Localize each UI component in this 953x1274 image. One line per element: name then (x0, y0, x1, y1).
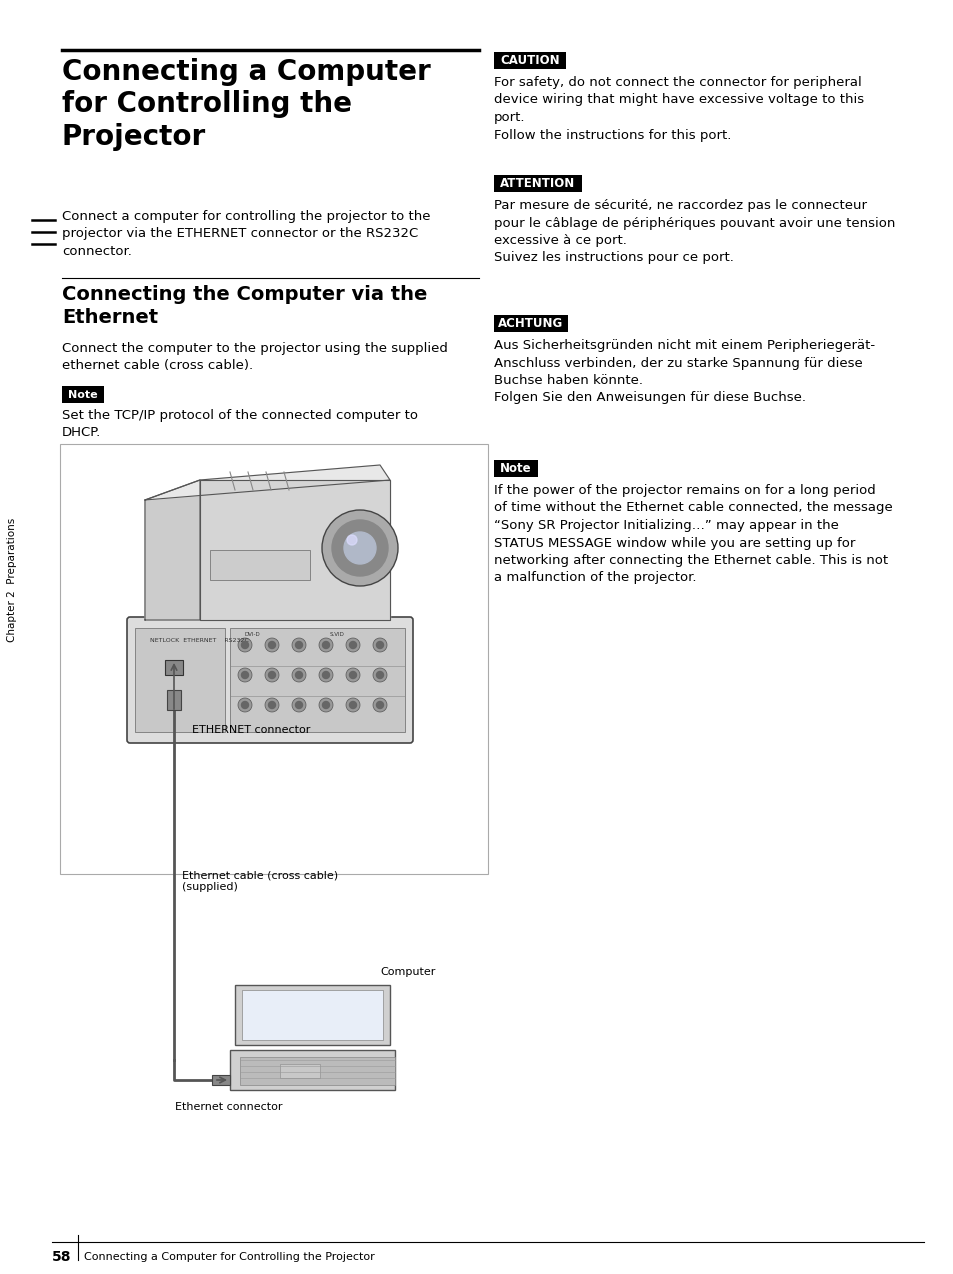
Bar (494, 460, 537, 476)
Circle shape (265, 638, 278, 652)
Circle shape (332, 520, 388, 576)
Circle shape (295, 702, 302, 708)
Circle shape (322, 510, 397, 586)
FancyBboxPatch shape (127, 617, 413, 743)
Circle shape (292, 668, 306, 682)
Circle shape (237, 638, 252, 652)
Text: Connect a computer for controlling the projector to the
projector via the ETHERN: Connect a computer for controlling the p… (62, 210, 430, 259)
Circle shape (268, 671, 275, 679)
Circle shape (268, 702, 275, 708)
Bar (62, 386, 104, 403)
Bar (494, 52, 565, 69)
Text: Connecting a Computer for Controlling the Projector: Connecting a Computer for Controlling th… (84, 1252, 375, 1263)
Bar (135, 628, 225, 733)
Circle shape (346, 668, 359, 682)
Bar (240, 1057, 395, 1085)
Circle shape (373, 698, 387, 712)
Polygon shape (145, 480, 200, 620)
Bar (167, 691, 181, 710)
Text: Par mesure de sécurité, ne raccordez pas le connecteur
pour le câblage de périph: Par mesure de sécurité, ne raccordez pas… (494, 199, 895, 265)
Bar (212, 1075, 230, 1085)
Bar (230, 1050, 395, 1091)
Circle shape (318, 698, 333, 712)
Circle shape (322, 702, 329, 708)
Text: Connecting a Computer
for Controlling the
Projector: Connecting a Computer for Controlling th… (62, 59, 431, 150)
Circle shape (349, 702, 356, 708)
Text: Note: Note (499, 462, 531, 475)
Text: ACHTUNG: ACHTUNG (497, 317, 563, 330)
Text: DVI-D: DVI-D (245, 632, 260, 637)
Text: If the power of the projector remains on for a long period
of time without the E: If the power of the projector remains on… (494, 484, 892, 585)
Circle shape (346, 698, 359, 712)
Circle shape (318, 638, 333, 652)
Circle shape (265, 698, 278, 712)
Circle shape (265, 668, 278, 682)
Circle shape (347, 535, 356, 545)
Circle shape (295, 642, 302, 648)
Circle shape (318, 668, 333, 682)
Circle shape (292, 698, 306, 712)
Bar (494, 175, 581, 192)
Bar (230, 628, 405, 733)
Text: Chapter 2  Preparations: Chapter 2 Preparations (7, 517, 17, 642)
Text: ATTENTION: ATTENTION (500, 177, 575, 190)
Circle shape (237, 698, 252, 712)
Bar (210, 550, 310, 580)
Circle shape (349, 642, 356, 648)
Bar (165, 660, 183, 675)
Circle shape (241, 642, 248, 648)
Text: NETLOCK  ETHERNET    RS232C: NETLOCK ETHERNET RS232C (150, 638, 249, 643)
Text: Ethernet cable (cross cable)
(supplied): Ethernet cable (cross cable) (supplied) (182, 870, 337, 892)
Text: Connecting the Computer via the
Ethernet: Connecting the Computer via the Ethernet (62, 285, 427, 326)
Bar (60, 445, 488, 874)
Circle shape (295, 671, 302, 679)
Circle shape (241, 702, 248, 708)
Circle shape (322, 642, 329, 648)
Text: 58: 58 (52, 1250, 71, 1264)
Bar (280, 1064, 319, 1078)
Circle shape (241, 671, 248, 679)
Circle shape (346, 638, 359, 652)
Polygon shape (145, 465, 390, 499)
Circle shape (237, 668, 252, 682)
Text: S.VID: S.VID (330, 632, 345, 637)
Text: Ethernet connector: Ethernet connector (174, 1102, 282, 1112)
Text: Computer: Computer (379, 967, 435, 977)
Bar (234, 985, 390, 1045)
Circle shape (376, 702, 383, 708)
Circle shape (376, 642, 383, 648)
Circle shape (376, 671, 383, 679)
Circle shape (292, 638, 306, 652)
Text: CAUTION: CAUTION (499, 54, 559, 68)
Polygon shape (200, 480, 390, 620)
Text: Aus Sicherheitsgründen nicht mit einem Peripheriegerät-
Anschluss verbinden, der: Aus Sicherheitsgründen nicht mit einem P… (494, 339, 874, 405)
Circle shape (268, 642, 275, 648)
Text: Connect the computer to the projector using the supplied
ethernet cable (cross c: Connect the computer to the projector us… (62, 341, 447, 372)
Text: For safety, do not connect the connector for peripheral
device wiring that might: For safety, do not connect the connector… (494, 76, 863, 141)
Circle shape (349, 671, 356, 679)
Text: Note: Note (68, 390, 98, 400)
Text: ETHERNET connector: ETHERNET connector (192, 725, 310, 735)
Circle shape (344, 533, 375, 564)
Bar (494, 315, 567, 333)
Circle shape (373, 668, 387, 682)
Text: Set the TCP/IP protocol of the connected computer to
DHCP.: Set the TCP/IP protocol of the connected… (62, 409, 417, 440)
Circle shape (322, 671, 329, 679)
Bar (242, 990, 382, 1040)
Circle shape (373, 638, 387, 652)
